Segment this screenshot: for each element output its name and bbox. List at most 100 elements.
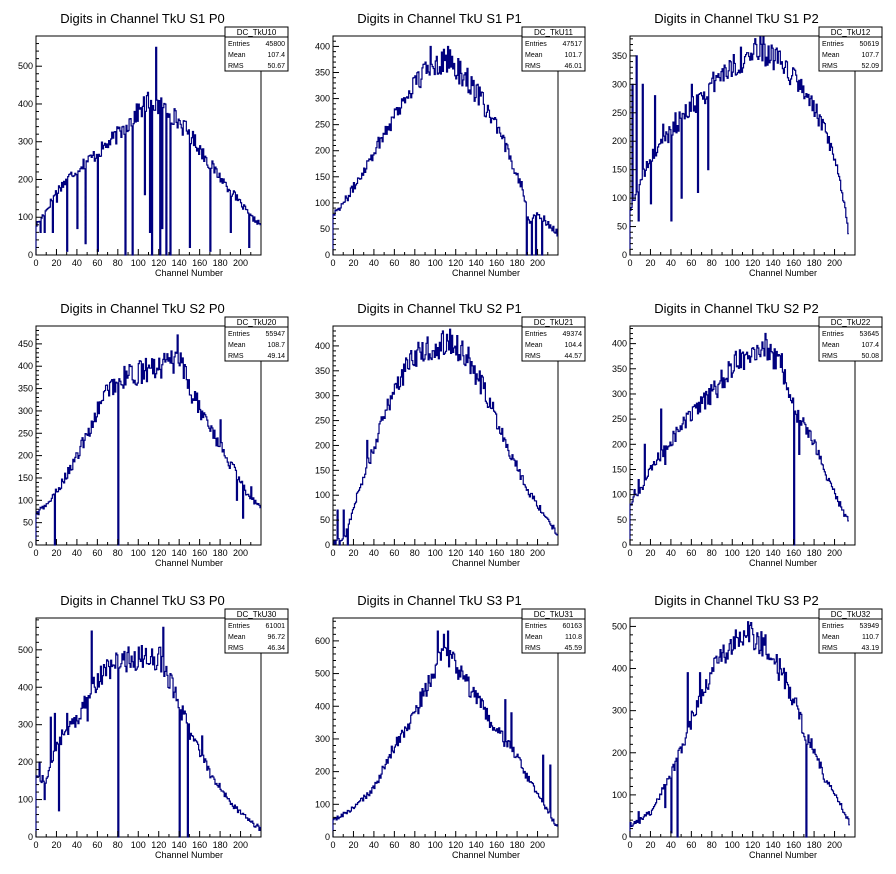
y-tick-label: 50 [23, 518, 33, 528]
histogram-line [35, 334, 261, 546]
x-tick-label: 40 [369, 840, 379, 850]
histogram-line [332, 630, 558, 837]
stats-box [224, 26, 289, 72]
x-tick-label: 140 [172, 548, 187, 558]
x-tick-label: 0 [627, 548, 632, 558]
stats-label: RMS [228, 63, 244, 70]
y-tick-label: 350 [612, 364, 627, 374]
histogram-panel: Digits in Channel TkU S2 P0 0 20 40 60 80 100 1… [18, 301, 289, 568]
y-tick-label: 100 [612, 790, 627, 800]
stats-box [521, 26, 586, 72]
histogram-line [629, 332, 849, 546]
y-tick-label: 150 [612, 464, 627, 474]
x-tick-label: 180 [807, 840, 822, 850]
y-tick-label: 350 [315, 68, 330, 78]
stats-label: Mean [822, 634, 840, 641]
x-tick-label: 40 [369, 258, 379, 268]
panel-title: Digits in Channel TkU S1 P0 [60, 11, 225, 26]
y-tick-label: 100 [315, 198, 330, 208]
x-tick-label: 180 [213, 548, 228, 558]
stats-value: 110.7 [862, 634, 879, 641]
stats-label: RMS [822, 63, 838, 70]
y-tick-label: 50 [617, 222, 627, 232]
stats-box [521, 316, 586, 362]
y-tick-label: 600 [315, 636, 330, 646]
stats-box [818, 608, 883, 654]
x-tick-label: 80 [410, 548, 420, 558]
stats-value: 96.72 [267, 634, 285, 641]
y-tick-label: 250 [612, 414, 627, 424]
stats-box [521, 608, 586, 654]
x-axis-title: Channel Number [749, 558, 817, 568]
x-tick-label: 0 [33, 548, 38, 558]
x-tick-label: 40 [666, 548, 676, 558]
x-axis-title: Channel Number [452, 268, 520, 278]
y-tick-label: 500 [315, 669, 330, 679]
x-tick-label: 60 [686, 548, 696, 558]
x-tick-label: 60 [389, 548, 399, 558]
x-tick-label: 120 [745, 258, 760, 268]
x-tick-label: 80 [113, 258, 123, 268]
x-tick-label: 200 [827, 840, 842, 850]
y-tick-label: 500 [18, 645, 33, 655]
histogram-panel: Digits in Channel TkU S3 P1 0 20 40 60 80 100 1… [315, 593, 586, 860]
histogram-panel: Digits in Channel TkU S3 P0 0 20 40 60 80 100 1… [18, 593, 289, 860]
panel-title: Digits in Channel TkU S3 P1 [357, 593, 522, 608]
stats-label: Entries [228, 331, 250, 338]
x-tick-label: 80 [707, 258, 717, 268]
x-tick-label: 140 [469, 840, 484, 850]
stats-value: 55947 [266, 331, 286, 338]
histogram-panel: Digits in Channel TkU S1 P1 0 20 40 60 80 100 1… [315, 11, 586, 278]
x-tick-label: 140 [172, 258, 187, 268]
x-tick-label: 120 [745, 548, 760, 558]
x-axis-title: Channel Number [749, 850, 817, 860]
stats-label: Mean [525, 342, 543, 349]
stats-value: 50.08 [861, 353, 879, 360]
x-tick-label: 20 [645, 258, 655, 268]
y-tick-label: 100 [18, 495, 33, 505]
x-tick-label: 0 [627, 840, 632, 850]
y-tick-label: 400 [18, 99, 33, 109]
x-tick-label: 120 [448, 840, 463, 850]
y-tick-label: 400 [612, 664, 627, 674]
histogram-line [35, 46, 261, 256]
y-tick-label: 0 [622, 540, 627, 550]
x-tick-label: 80 [707, 840, 717, 850]
histogram-panel: Digits in Channel TkU S1 P2 0 20 40 60 80 100 1… [612, 11, 883, 278]
stats-value: 49374 [563, 331, 583, 338]
y-tick-label: 300 [612, 706, 627, 716]
y-tick-label: 0 [28, 832, 33, 842]
stats-label: RMS [228, 353, 244, 360]
x-tick-label: 0 [33, 840, 38, 850]
y-tick-label: 100 [315, 490, 330, 500]
histogram-panel: Digits in Channel TkU S2 P2 0 20 40 60 80 100 1… [612, 301, 883, 568]
stats-label: Mean [228, 634, 246, 641]
y-tick-label: 450 [18, 339, 33, 349]
stats-label: Entries [525, 41, 547, 48]
y-tick-label: 200 [18, 757, 33, 767]
y-tick-label: 0 [622, 250, 627, 260]
y-tick-label: 100 [18, 795, 33, 805]
stats-label: Entries [228, 41, 250, 48]
stats-value: 107.4 [267, 52, 285, 59]
x-tick-label: 180 [510, 840, 525, 850]
y-tick-label: 200 [612, 439, 627, 449]
y-tick-label: 50 [320, 224, 330, 234]
panel-title: Digits in Channel TkU S2 P2 [654, 301, 819, 316]
y-tick-label: 200 [612, 136, 627, 146]
x-tick-label: 120 [151, 258, 166, 268]
y-tick-label: 200 [315, 767, 330, 777]
x-tick-label: 200 [827, 258, 842, 268]
y-tick-label: 100 [18, 212, 33, 222]
y-tick-label: 50 [320, 515, 330, 525]
x-tick-label: 200 [530, 548, 545, 558]
y-tick-label: 200 [315, 440, 330, 450]
y-tick-label: 400 [315, 41, 330, 51]
stats-title: DC_TkU10 [237, 28, 277, 37]
stats-value: 50.67 [267, 63, 285, 70]
y-tick-label: 0 [325, 250, 330, 260]
x-tick-label: 180 [510, 258, 525, 268]
y-tick-label: 300 [18, 406, 33, 416]
y-tick-label: 300 [612, 389, 627, 399]
